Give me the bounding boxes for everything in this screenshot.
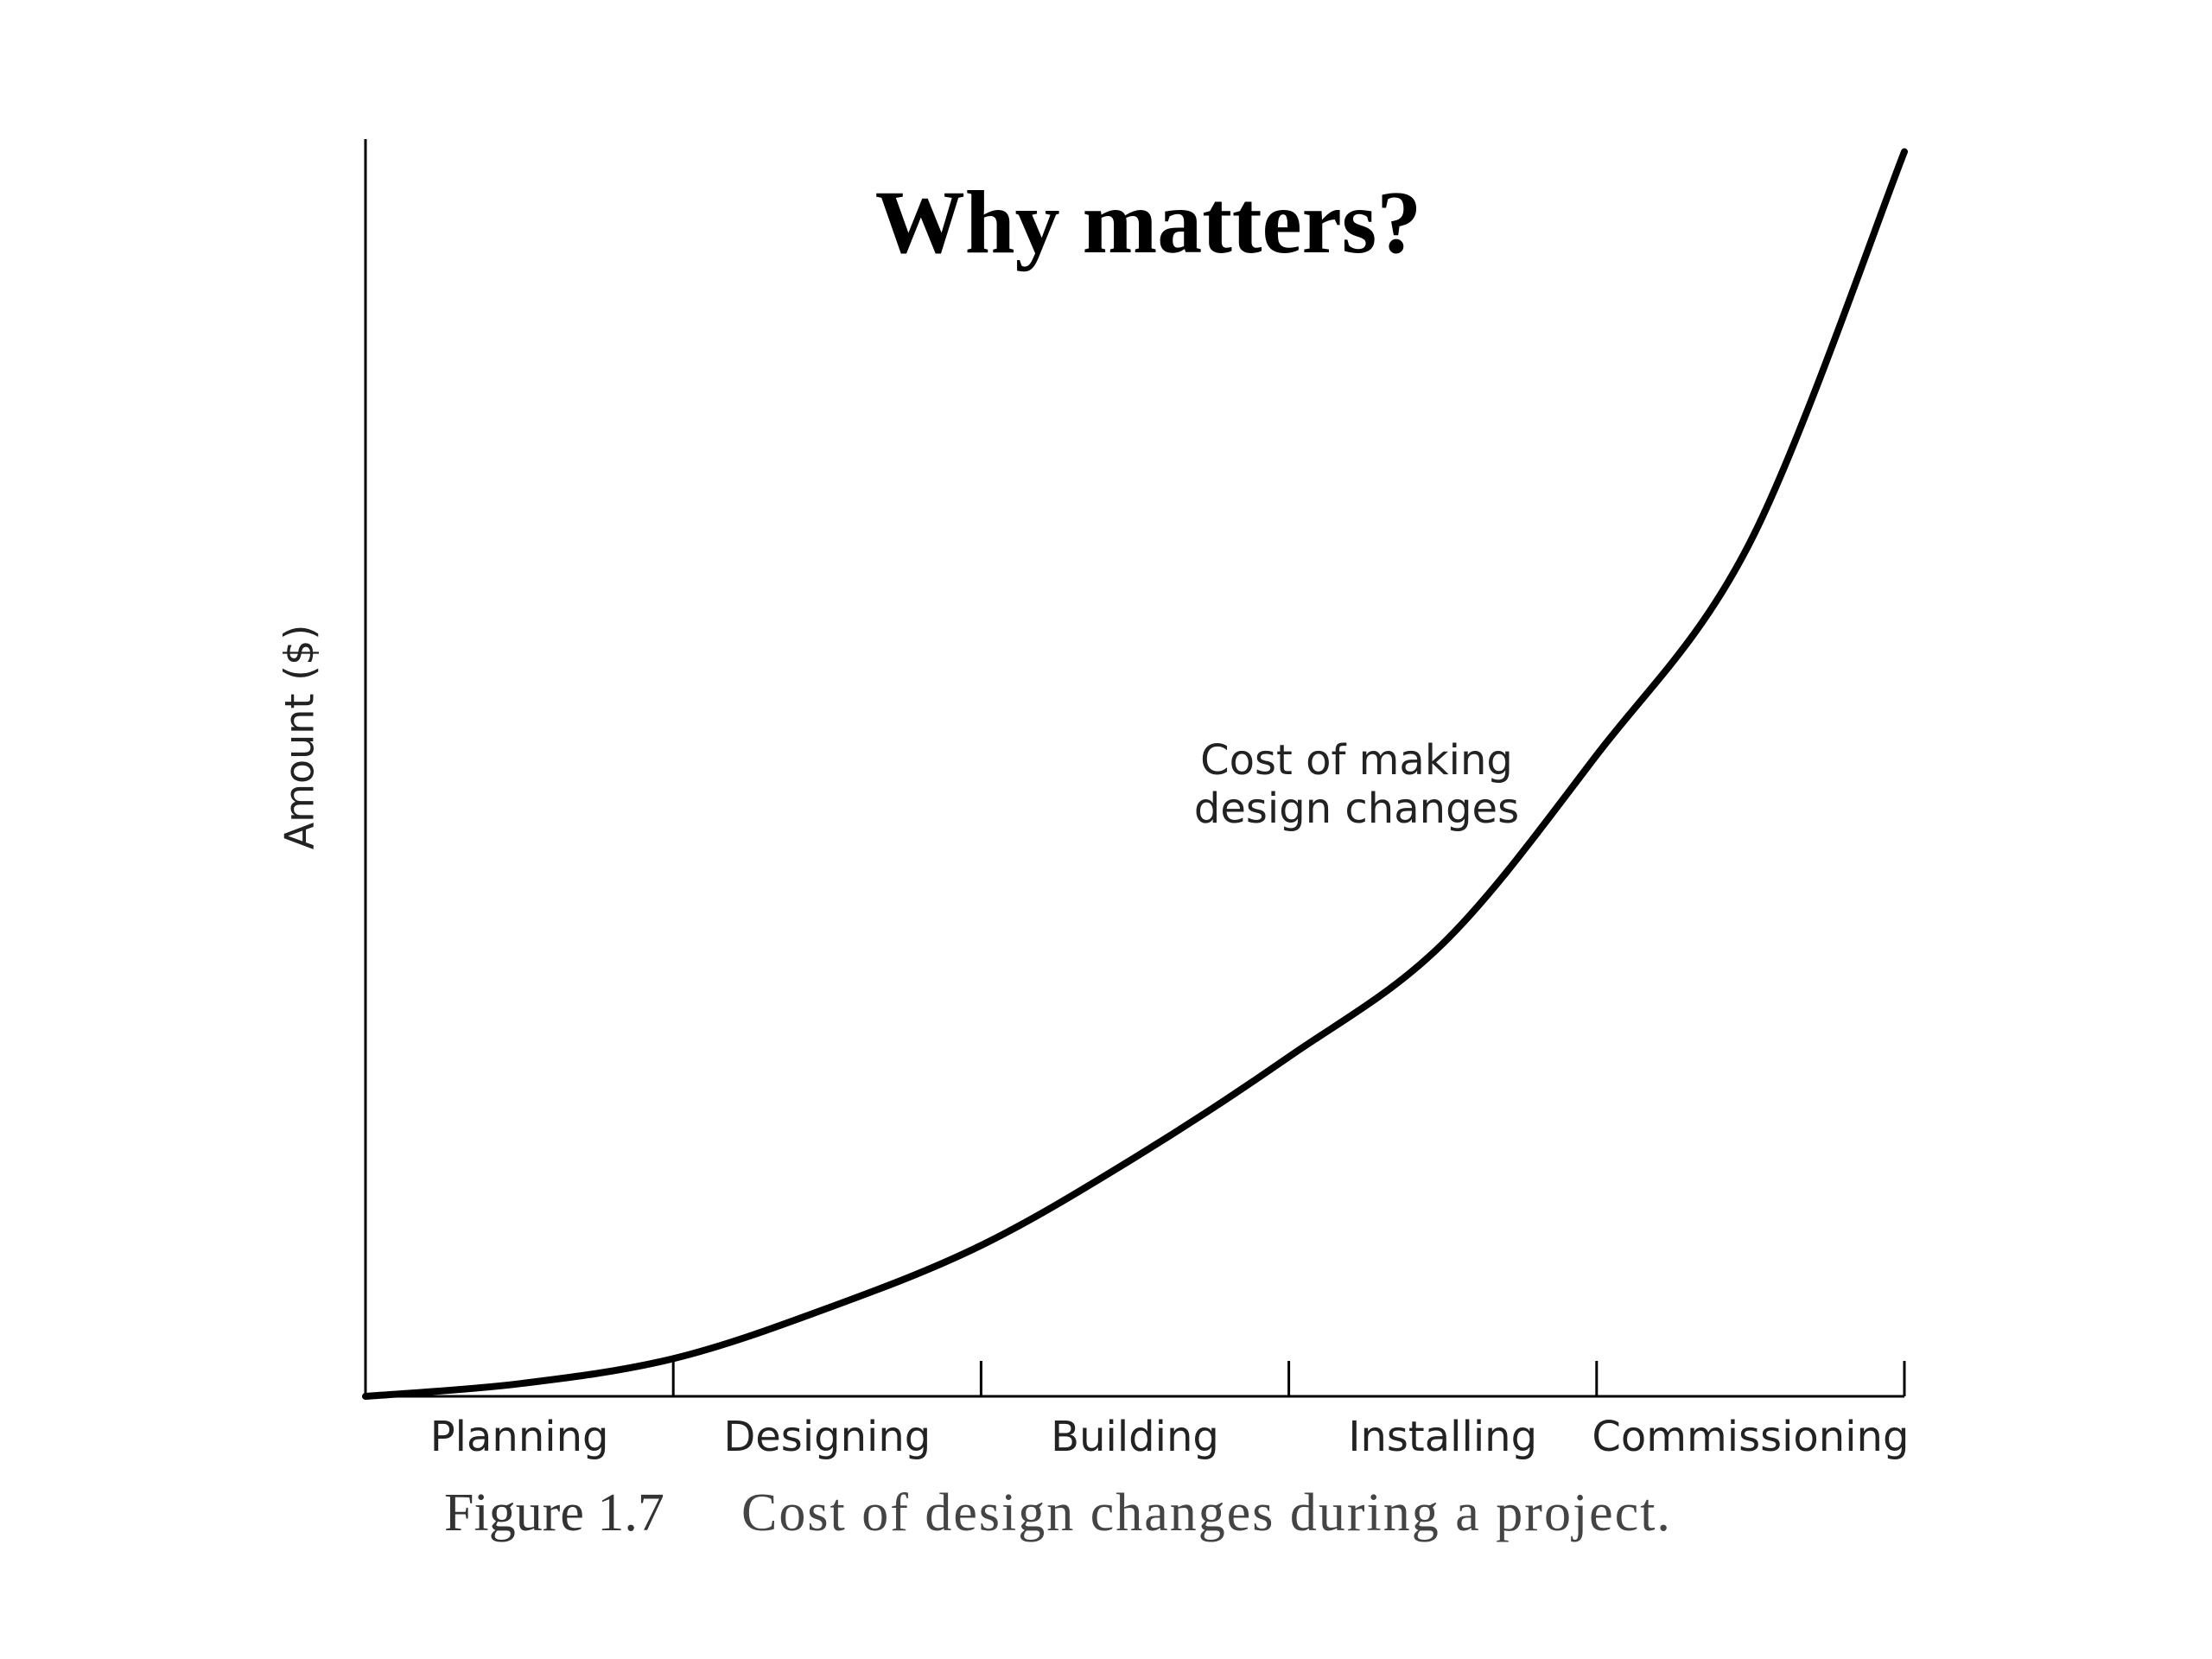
- caption-text: Cost of design changes during a project.: [741, 1484, 1672, 1542]
- chart-title: Why matters?: [875, 173, 1422, 272]
- y-axis-label: Amount ($): [276, 625, 323, 850]
- annotation: Cost of making: [1200, 736, 1513, 785]
- x-category-label: Building: [1051, 1413, 1219, 1461]
- annotation: design changes: [1194, 785, 1519, 833]
- x-category-label: Installing: [1348, 1413, 1537, 1461]
- x-category-label: Designing: [723, 1413, 931, 1461]
- cost-curve: [362, 148, 1908, 1400]
- x-category-label: Commissioning: [1592, 1413, 1909, 1461]
- x-category-label: Planning: [430, 1413, 609, 1461]
- caption-label: Figure 1.7: [444, 1484, 664, 1542]
